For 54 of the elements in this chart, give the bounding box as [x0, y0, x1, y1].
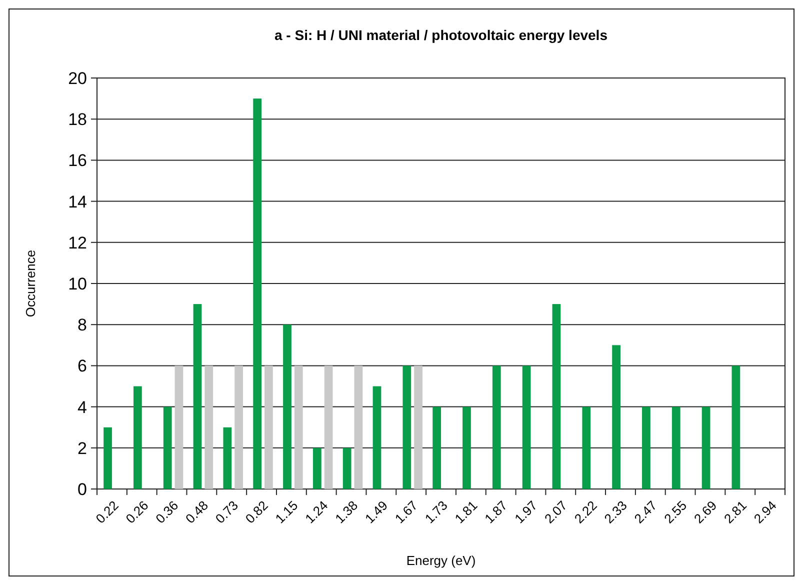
bar: [492, 366, 501, 489]
y-tick-label: 10: [68, 274, 87, 294]
y-tick-label: 12: [68, 233, 87, 252]
x-tick-label: 0.48: [182, 498, 212, 526]
x-tick-label: 0.22: [92, 498, 122, 526]
bar: [223, 427, 232, 489]
bar: [104, 427, 112, 489]
bar: [552, 304, 561, 489]
bar: [253, 98, 262, 489]
y-tick-label: 8: [78, 316, 87, 335]
y-tick-label: 2: [78, 438, 87, 458]
bar: [612, 345, 620, 489]
y-axis-title: Occurrence: [23, 250, 38, 318]
x-tick-label: 0.73: [212, 498, 241, 526]
bar: [193, 304, 202, 489]
bar: [264, 366, 273, 489]
bar: [432, 406, 441, 489]
bar: [342, 448, 352, 489]
bar: [283, 324, 292, 489]
y-tick-label: 16: [68, 151, 87, 170]
bar: [204, 366, 214, 489]
y-tick-label: 14: [68, 192, 87, 212]
bar: [234, 366, 243, 489]
bar: [642, 406, 650, 489]
x-tick-label: 2.69: [691, 498, 720, 526]
bar: [522, 366, 531, 489]
y-tick-label: 20: [68, 68, 87, 88]
y-tick-label: 6: [78, 356, 87, 376]
bar: [354, 366, 363, 489]
x-tick-label: 2.81: [720, 498, 750, 526]
x-tick-label: 0.82: [242, 498, 271, 526]
bar: [732, 366, 740, 489]
y-tick-label: 4: [78, 398, 87, 417]
bar: [133, 386, 142, 489]
x-tick-label: 1.49: [362, 498, 391, 526]
bar: [402, 366, 412, 489]
y-tick-label: 18: [68, 110, 87, 130]
bar: [582, 406, 591, 489]
bar: [163, 406, 172, 489]
x-axis-title: Energy (eV): [406, 553, 476, 568]
bar: [324, 366, 333, 489]
bar: [312, 448, 322, 489]
bar: [672, 406, 680, 489]
x-tick-label: 0.26: [122, 498, 152, 526]
chart-title: a - Si: H / UNI material / photovoltaic energy levels: [274, 27, 608, 43]
x-tick-label: 0.36: [152, 498, 182, 526]
bar: [372, 386, 382, 489]
bar: [174, 366, 184, 489]
y-tick-label: 0: [78, 480, 87, 499]
bar: [462, 406, 471, 489]
bar: [702, 406, 710, 489]
x-tick-label: 1.81: [452, 498, 480, 526]
bar: [414, 366, 422, 489]
bar: [294, 366, 303, 489]
